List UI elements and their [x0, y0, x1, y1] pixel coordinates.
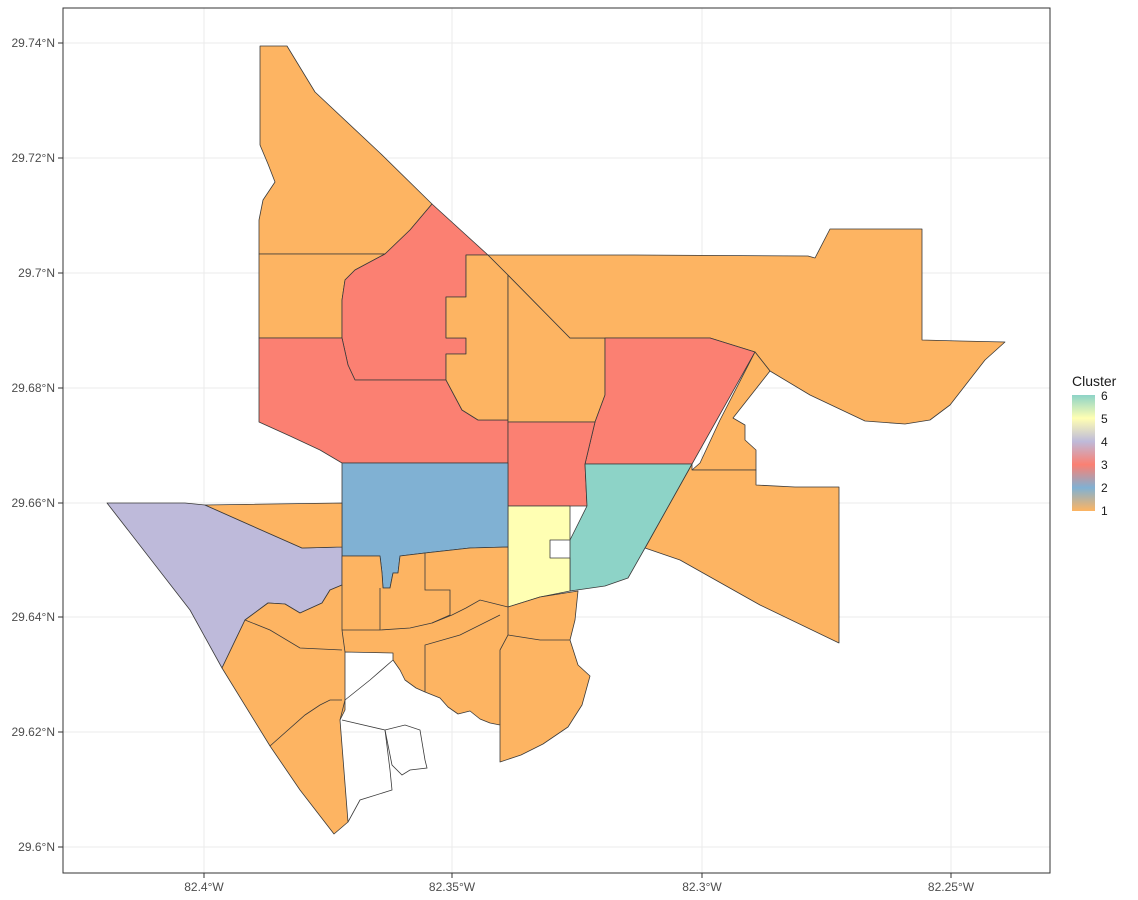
- southeast-tract[interactable]: [644, 463, 840, 644]
- yellow-tract[interactable]: [507, 505, 571, 608]
- x-tick-label: 82.35°W: [429, 880, 476, 894]
- north-tract[interactable]: [258, 45, 433, 255]
- x-tick-label: 82.3°W: [682, 880, 722, 894]
- y-tick-label: 29.66°N: [12, 496, 56, 510]
- plot-panel-border: [62, 7, 1051, 874]
- legend: Cluster 6 5 4 3 2 1: [1072, 373, 1117, 518]
- regions: [106, 45, 1006, 835]
- legend-label: 4: [1101, 435, 1108, 449]
- tract-boundaries: [244, 553, 570, 823]
- legend-label: 6: [1101, 389, 1108, 403]
- y-tick-label: 29.62°N: [12, 725, 56, 739]
- legend-label: 1: [1101, 504, 1108, 518]
- center-red-tract[interactable]: [507, 421, 596, 507]
- legend-label: 5: [1101, 412, 1108, 426]
- legend-label: 2: [1101, 481, 1108, 495]
- x-tick-label: 82.25°W: [928, 880, 975, 894]
- x-axis: 82.4°W 82.35°W 82.3°W 82.25°W: [184, 873, 975, 894]
- legend-colorbar: [1072, 395, 1095, 511]
- y-tick-label: 29.72°N: [12, 151, 56, 165]
- southwest-tracts[interactable]: [204, 502, 591, 835]
- teal-tract[interactable]: [569, 463, 693, 592]
- y-tick-label: 29.74°N: [12, 36, 56, 50]
- legend-label: 3: [1101, 458, 1108, 472]
- y-axis: 29.74°N 29.72°N 29.7°N 29.68°N 29.66°N 2…: [12, 36, 63, 854]
- y-tick-label: 29.7°N: [18, 266, 55, 280]
- y-tick-label: 29.64°N: [12, 610, 56, 624]
- y-tick-label: 29.68°N: [12, 381, 56, 395]
- x-tick-label: 82.4°W: [184, 880, 224, 894]
- legend-title: Cluster: [1072, 373, 1117, 389]
- y-tick-label: 29.6°N: [18, 840, 55, 854]
